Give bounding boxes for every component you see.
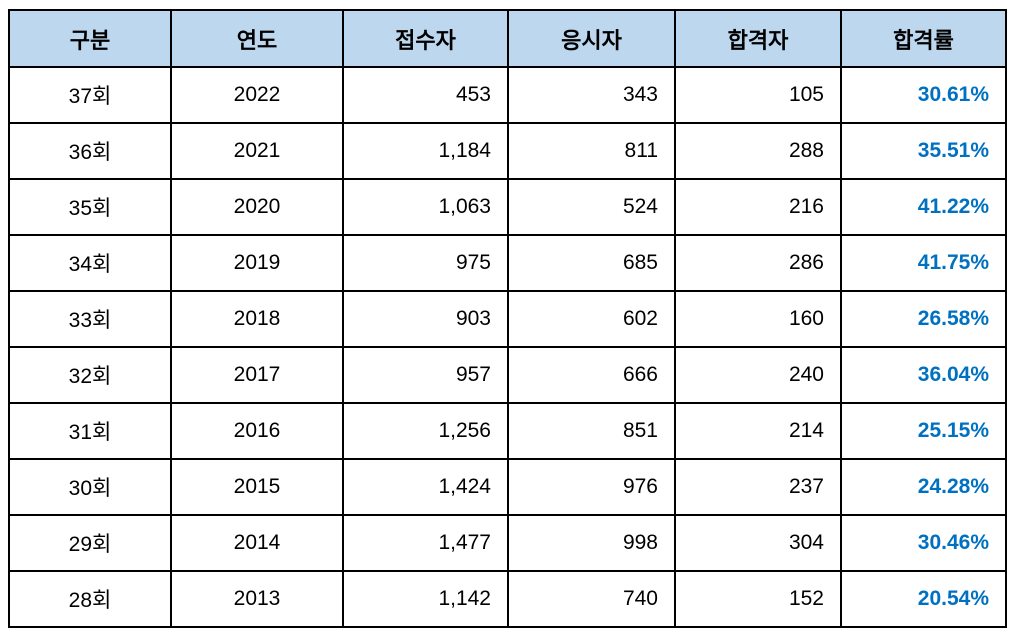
cell-examinees: 524 (507, 178, 676, 236)
cell-passers: 240 (674, 346, 842, 404)
table-row: 31회 2016 1,256 851 214 25.15% (8, 402, 1007, 460)
cell-applicants: 1,184 (342, 122, 509, 180)
table-row: 34회 2019 975 685 286 41.75% (8, 234, 1007, 292)
cell-round: 34회 (8, 234, 172, 292)
cell-year: 2022 (170, 66, 344, 124)
table-row: 30회 2015 1,424 976 237 24.28% (8, 458, 1007, 516)
cell-applicants: 453 (342, 66, 509, 124)
cell-examinees: 740 (507, 570, 676, 628)
cell-year: 2020 (170, 178, 344, 236)
cell-passers: 237 (674, 458, 842, 516)
table-row: 37회 2022 453 343 105 30.61% (8, 66, 1007, 124)
cell-year: 2014 (170, 514, 344, 572)
table-row: 33회 2018 903 602 160 26.58% (8, 290, 1007, 348)
cell-round: 37회 (8, 66, 172, 124)
cell-applicants: 1,063 (342, 178, 509, 236)
cell-round: 28회 (8, 570, 172, 628)
table-header-row: 구분 연도 접수자 응시자 합격자 합격률 (8, 9, 1007, 68)
cell-passers: 152 (674, 570, 842, 628)
table-row: 36회 2021 1,184 811 288 35.51% (8, 122, 1007, 180)
cell-passers: 288 (674, 122, 842, 180)
cell-year: 2013 (170, 570, 344, 628)
column-header-round: 구분 (8, 9, 172, 68)
column-header-passers: 합격자 (674, 9, 842, 68)
cell-pass_rate: 36.04% (840, 346, 1007, 404)
cell-passers: 304 (674, 514, 842, 572)
cell-passers: 286 (674, 234, 842, 292)
cell-examinees: 602 (507, 290, 676, 348)
cell-pass_rate: 26.58% (840, 290, 1007, 348)
column-header-examinees: 응시자 (507, 9, 676, 68)
cell-applicants: 1,142 (342, 570, 509, 628)
cell-examinees: 685 (507, 234, 676, 292)
table-row: 29회 2014 1,477 998 304 30.46% (8, 514, 1007, 572)
cell-applicants: 957 (342, 346, 509, 404)
cell-pass_rate: 25.15% (840, 402, 1007, 460)
cell-year: 2015 (170, 458, 344, 516)
cell-pass_rate: 41.75% (840, 234, 1007, 292)
cell-examinees: 666 (507, 346, 676, 404)
cell-year: 2019 (170, 234, 344, 292)
cell-round: 36회 (8, 122, 172, 180)
cell-year: 2018 (170, 290, 344, 348)
cell-passers: 160 (674, 290, 842, 348)
cell-applicants: 975 (342, 234, 509, 292)
column-header-pass_rate: 합격률 (840, 9, 1007, 68)
cell-passers: 214 (674, 402, 842, 460)
exam-pass-rate-table: 구분 연도 접수자 응시자 합격자 합격률 37회 2022 453 343 105 30.61% 3… (8, 9, 1007, 628)
cell-year: 2017 (170, 346, 344, 404)
cell-pass_rate: 30.61% (840, 66, 1007, 124)
cell-examinees: 343 (507, 66, 676, 124)
cell-pass_rate: 20.54% (840, 570, 1007, 628)
table-row: 28회 2013 1,142 740 152 20.54% (8, 570, 1007, 628)
cell-round: 30회 (8, 458, 172, 516)
column-header-year: 연도 (170, 9, 344, 68)
cell-examinees: 976 (507, 458, 676, 516)
cell-year: 2016 (170, 402, 344, 460)
cell-round: 31회 (8, 402, 172, 460)
cell-pass_rate: 41.22% (840, 178, 1007, 236)
cell-examinees: 998 (507, 514, 676, 572)
cell-examinees: 811 (507, 122, 676, 180)
cell-round: 35회 (8, 178, 172, 236)
cell-applicants: 1,256 (342, 402, 509, 460)
cell-applicants: 1,424 (342, 458, 509, 516)
table-row: 32회 2017 957 666 240 36.04% (8, 346, 1007, 404)
cell-passers: 105 (674, 66, 842, 124)
cell-round: 29회 (8, 514, 172, 572)
cell-pass_rate: 35.51% (840, 122, 1007, 180)
cell-passers: 216 (674, 178, 842, 236)
cell-applicants: 1,477 (342, 514, 509, 572)
table-row: 35회 2020 1,063 524 216 41.22% (8, 178, 1007, 236)
cell-round: 33회 (8, 290, 172, 348)
cell-examinees: 851 (507, 402, 676, 460)
cell-pass_rate: 24.28% (840, 458, 1007, 516)
cell-year: 2021 (170, 122, 344, 180)
cell-applicants: 903 (342, 290, 509, 348)
cell-round: 32회 (8, 346, 172, 404)
cell-pass_rate: 30.46% (840, 514, 1007, 572)
column-header-applicants: 접수자 (342, 9, 509, 68)
